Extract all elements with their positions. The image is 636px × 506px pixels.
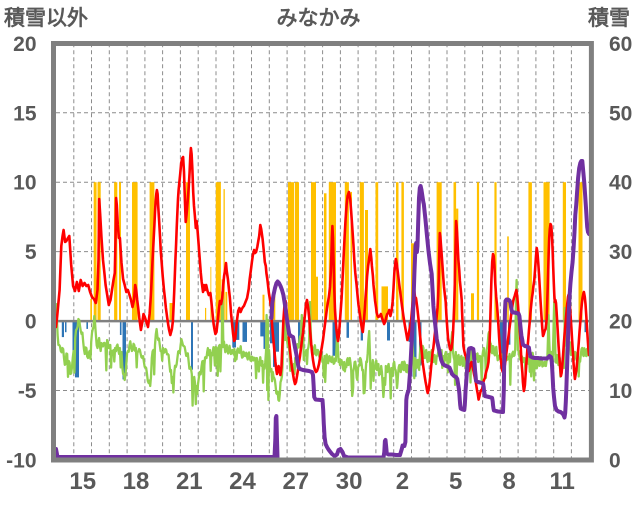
svg-text:50: 50	[609, 102, 632, 125]
svg-text:5: 5	[449, 468, 462, 495]
svg-text:21: 21	[176, 468, 203, 495]
svg-text:40: 40	[609, 172, 632, 195]
svg-text:0: 0	[25, 311, 37, 334]
svg-text:15: 15	[69, 468, 96, 495]
svg-text:30: 30	[609, 241, 632, 264]
svg-text:30: 30	[336, 468, 363, 495]
svg-text:20: 20	[13, 33, 36, 56]
svg-text:5: 5	[25, 241, 37, 264]
svg-text:積雪: 積雪	[588, 7, 630, 30]
svg-text:0: 0	[609, 450, 621, 473]
svg-text:24: 24	[229, 468, 256, 495]
svg-text:積雪以外: 積雪以外	[4, 6, 88, 30]
svg-text:10: 10	[609, 380, 632, 403]
svg-text:8: 8	[502, 468, 515, 495]
svg-text:10: 10	[13, 172, 36, 195]
svg-text:2: 2	[396, 468, 409, 495]
svg-text:みなかみ: みなかみ	[277, 7, 361, 30]
svg-text:18: 18	[123, 468, 150, 495]
svg-text:-5: -5	[18, 380, 37, 403]
svg-text:20: 20	[609, 311, 632, 334]
svg-text:-10: -10	[6, 450, 36, 473]
svg-text:60: 60	[609, 33, 632, 56]
svg-text:11: 11	[550, 468, 575, 495]
svg-text:27: 27	[282, 468, 309, 495]
svg-text:15: 15	[13, 102, 37, 125]
